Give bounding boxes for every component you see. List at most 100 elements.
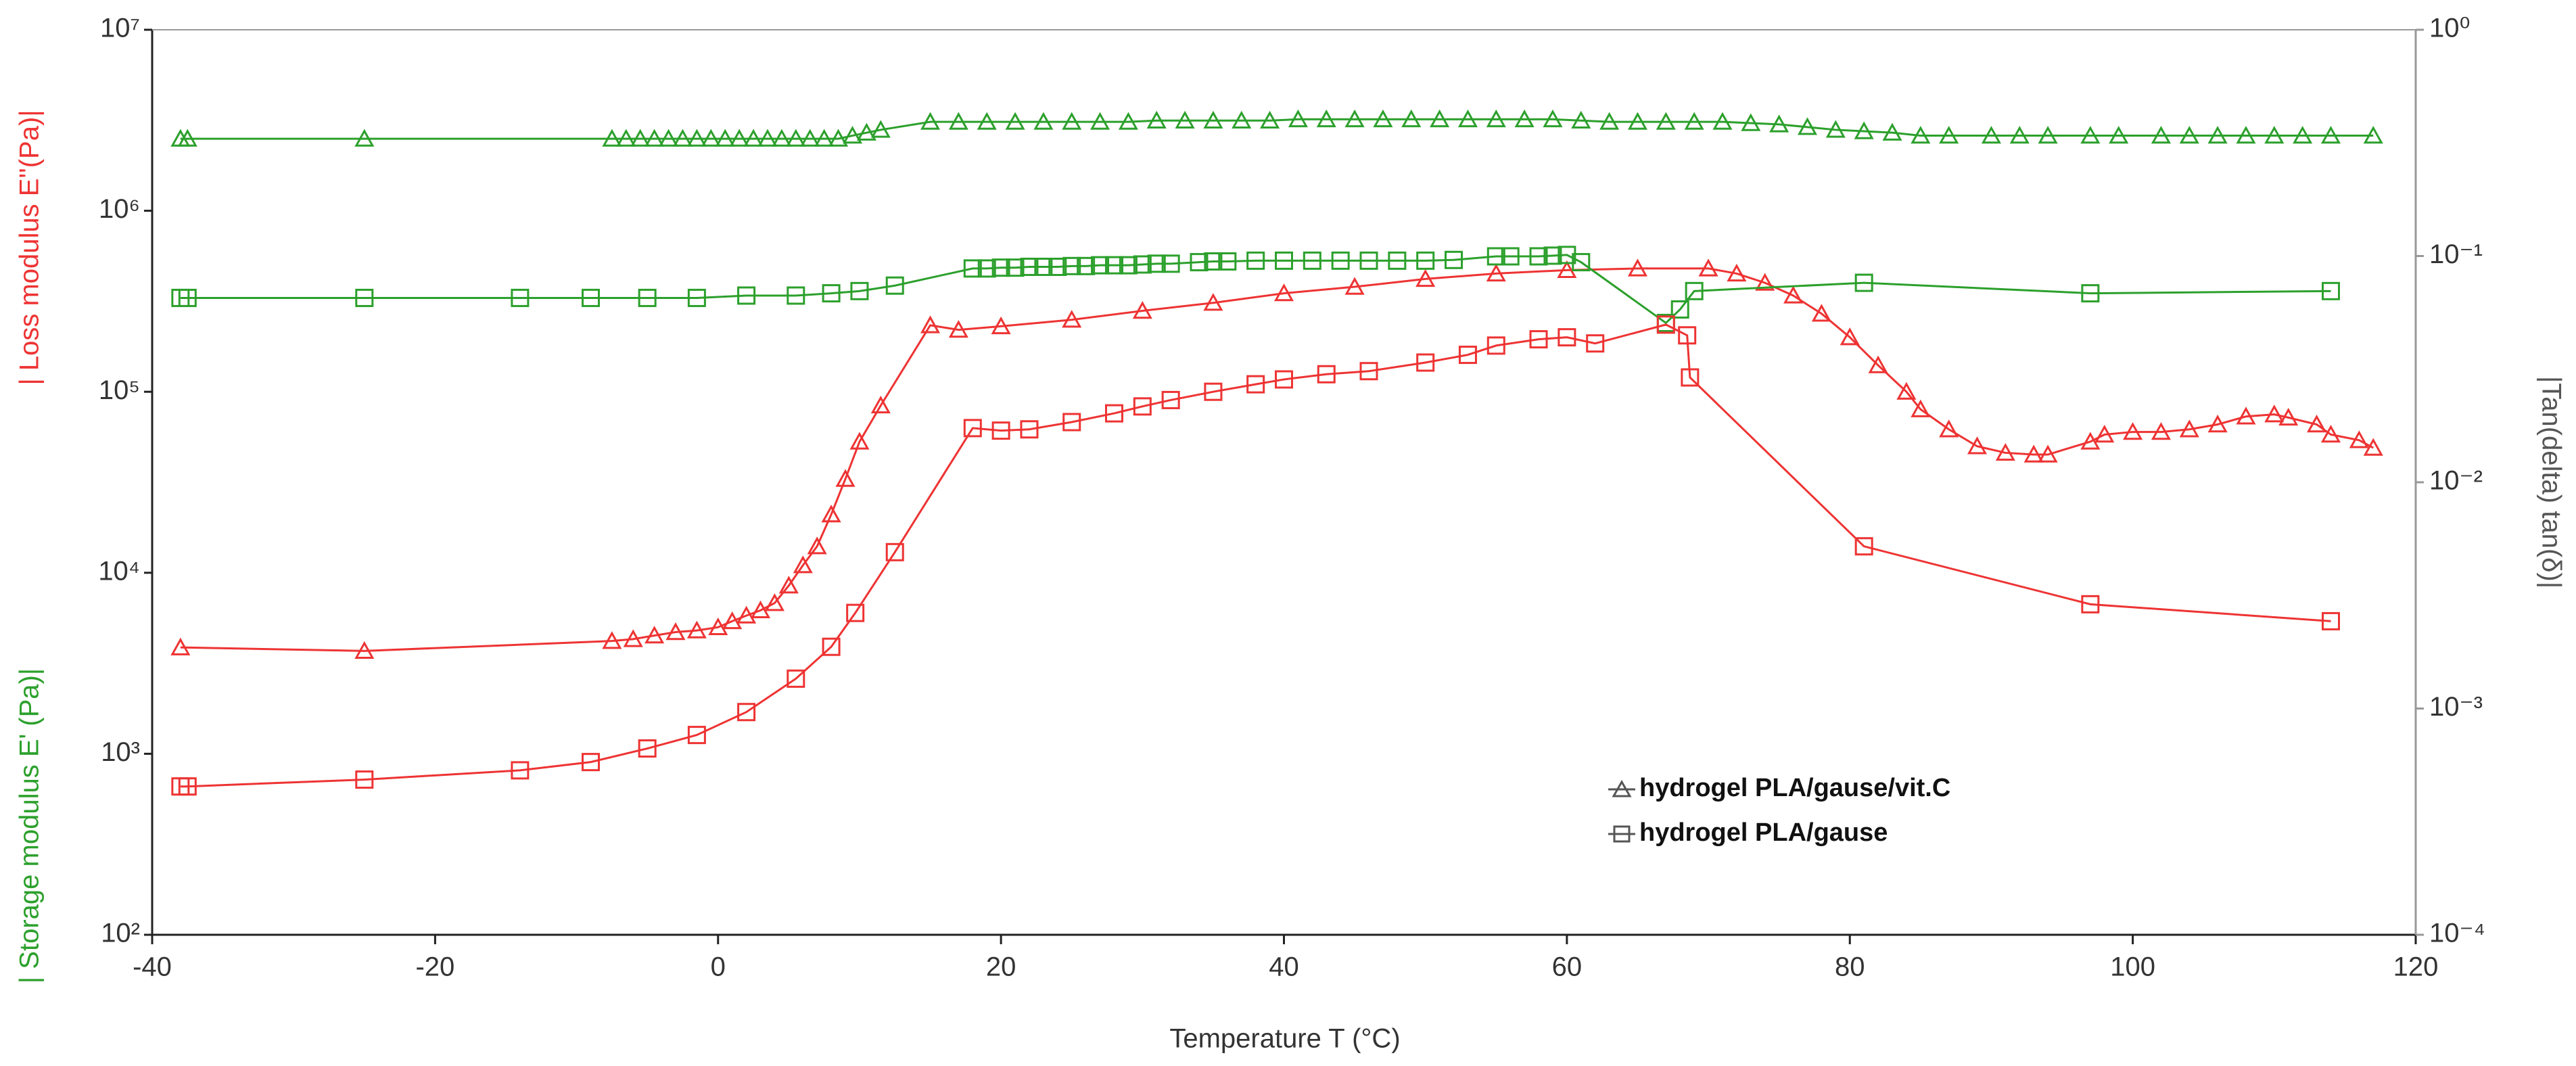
data-point xyxy=(750,600,771,619)
data-point xyxy=(616,129,636,147)
data-point xyxy=(870,120,891,138)
data-point xyxy=(1825,120,1846,138)
data-point xyxy=(737,703,756,722)
data-point xyxy=(686,129,707,147)
x-tick-label: 120 xyxy=(2393,952,2439,982)
data-point xyxy=(1104,404,1123,423)
data-point xyxy=(1685,281,1704,300)
data-point xyxy=(1048,258,1067,277)
data-point xyxy=(1033,112,1054,130)
data-point xyxy=(1062,310,1082,328)
data-point xyxy=(1161,390,1180,409)
x-tick-label: 100 xyxy=(2110,952,2155,982)
data-point xyxy=(178,777,197,796)
data-point xyxy=(1275,370,1293,389)
data-point xyxy=(1854,537,1873,556)
data-point xyxy=(1882,122,1902,141)
data-point xyxy=(1854,273,1873,292)
data-point xyxy=(2363,438,2383,456)
data-point xyxy=(1840,327,1860,346)
data-point xyxy=(638,288,657,307)
data-point xyxy=(665,622,686,641)
y2-tick-label: 10⁻¹ xyxy=(2429,239,2483,269)
data-point xyxy=(2320,425,2341,443)
data-point xyxy=(178,288,197,307)
data-point xyxy=(1062,256,1081,275)
data-point xyxy=(1627,112,1648,130)
data-point xyxy=(977,259,996,278)
data-point xyxy=(2081,284,2100,303)
data-point xyxy=(1260,110,1280,129)
data-point xyxy=(1486,336,1505,355)
data-point xyxy=(1995,442,2015,461)
data-point xyxy=(885,276,904,295)
data-point xyxy=(687,288,706,307)
data-point xyxy=(757,129,778,147)
data-point xyxy=(1543,109,1563,128)
data-point xyxy=(1317,365,1336,384)
data-point xyxy=(1678,326,1697,345)
data-point xyxy=(1090,112,1110,130)
data-point xyxy=(1077,256,1096,275)
data-point xyxy=(1133,255,1152,274)
y-axis-label-loss: | Loss modulus E''(Pa)| xyxy=(15,110,45,385)
x-tick-label: 80 xyxy=(1835,952,1865,982)
data-point xyxy=(722,611,743,630)
data-point xyxy=(2094,425,2115,443)
data-point xyxy=(511,761,530,780)
data-point xyxy=(2278,407,2299,426)
data-point xyxy=(1288,109,1308,128)
data-point xyxy=(1868,355,1888,373)
data-point xyxy=(1681,368,1700,387)
data-point xyxy=(870,395,891,414)
data-point xyxy=(2363,126,2383,144)
data-point xyxy=(686,620,707,639)
data-point xyxy=(1430,109,1450,128)
data-point xyxy=(856,122,876,141)
data-point xyxy=(1769,114,1789,133)
data-point xyxy=(2179,419,2199,438)
data-point xyxy=(355,288,374,307)
data-point xyxy=(1020,258,1039,277)
data-point xyxy=(1755,273,1775,291)
data-point xyxy=(828,129,849,147)
data-point xyxy=(2080,432,2101,450)
data-point xyxy=(2151,422,2172,440)
y-tick-label: 10⁴ xyxy=(98,556,140,586)
data-point xyxy=(2264,126,2285,144)
data-point xyxy=(948,112,968,130)
data-point xyxy=(1416,353,1435,372)
data-point xyxy=(1246,251,1265,270)
data-point xyxy=(672,129,693,147)
data-point xyxy=(1684,112,1704,130)
data-point xyxy=(2038,126,2058,144)
data-point xyxy=(1712,112,1733,130)
data-point xyxy=(849,432,870,450)
data-point xyxy=(1911,399,1931,417)
data-point xyxy=(1939,126,1959,144)
data-point xyxy=(177,129,197,147)
data-point xyxy=(2236,126,2256,144)
y2-tick-label: 10⁻⁴ xyxy=(2429,919,2485,948)
data-point xyxy=(2123,422,2143,440)
data-point xyxy=(786,129,806,147)
data-point xyxy=(602,631,622,649)
data-point xyxy=(1458,346,1477,365)
data-point xyxy=(1062,413,1081,432)
data-point xyxy=(708,617,728,636)
data-point xyxy=(1232,110,1252,129)
y2-axis-label: |Tan(delta) tan(δ)| xyxy=(2536,376,2566,588)
data-point xyxy=(772,129,792,147)
data-point xyxy=(850,281,869,300)
data-point xyxy=(991,421,1010,440)
data-point xyxy=(1586,334,1605,353)
data-point xyxy=(2349,430,2369,448)
data-point xyxy=(1445,250,1463,269)
data-point xyxy=(885,542,904,561)
data-point xyxy=(354,129,375,147)
data-point xyxy=(736,605,757,624)
legend: hydrogel PLA/gause/vit.C hydrogel PLA/ga… xyxy=(1608,774,1950,847)
data-point xyxy=(1514,109,1535,128)
data-point xyxy=(1797,117,1818,135)
